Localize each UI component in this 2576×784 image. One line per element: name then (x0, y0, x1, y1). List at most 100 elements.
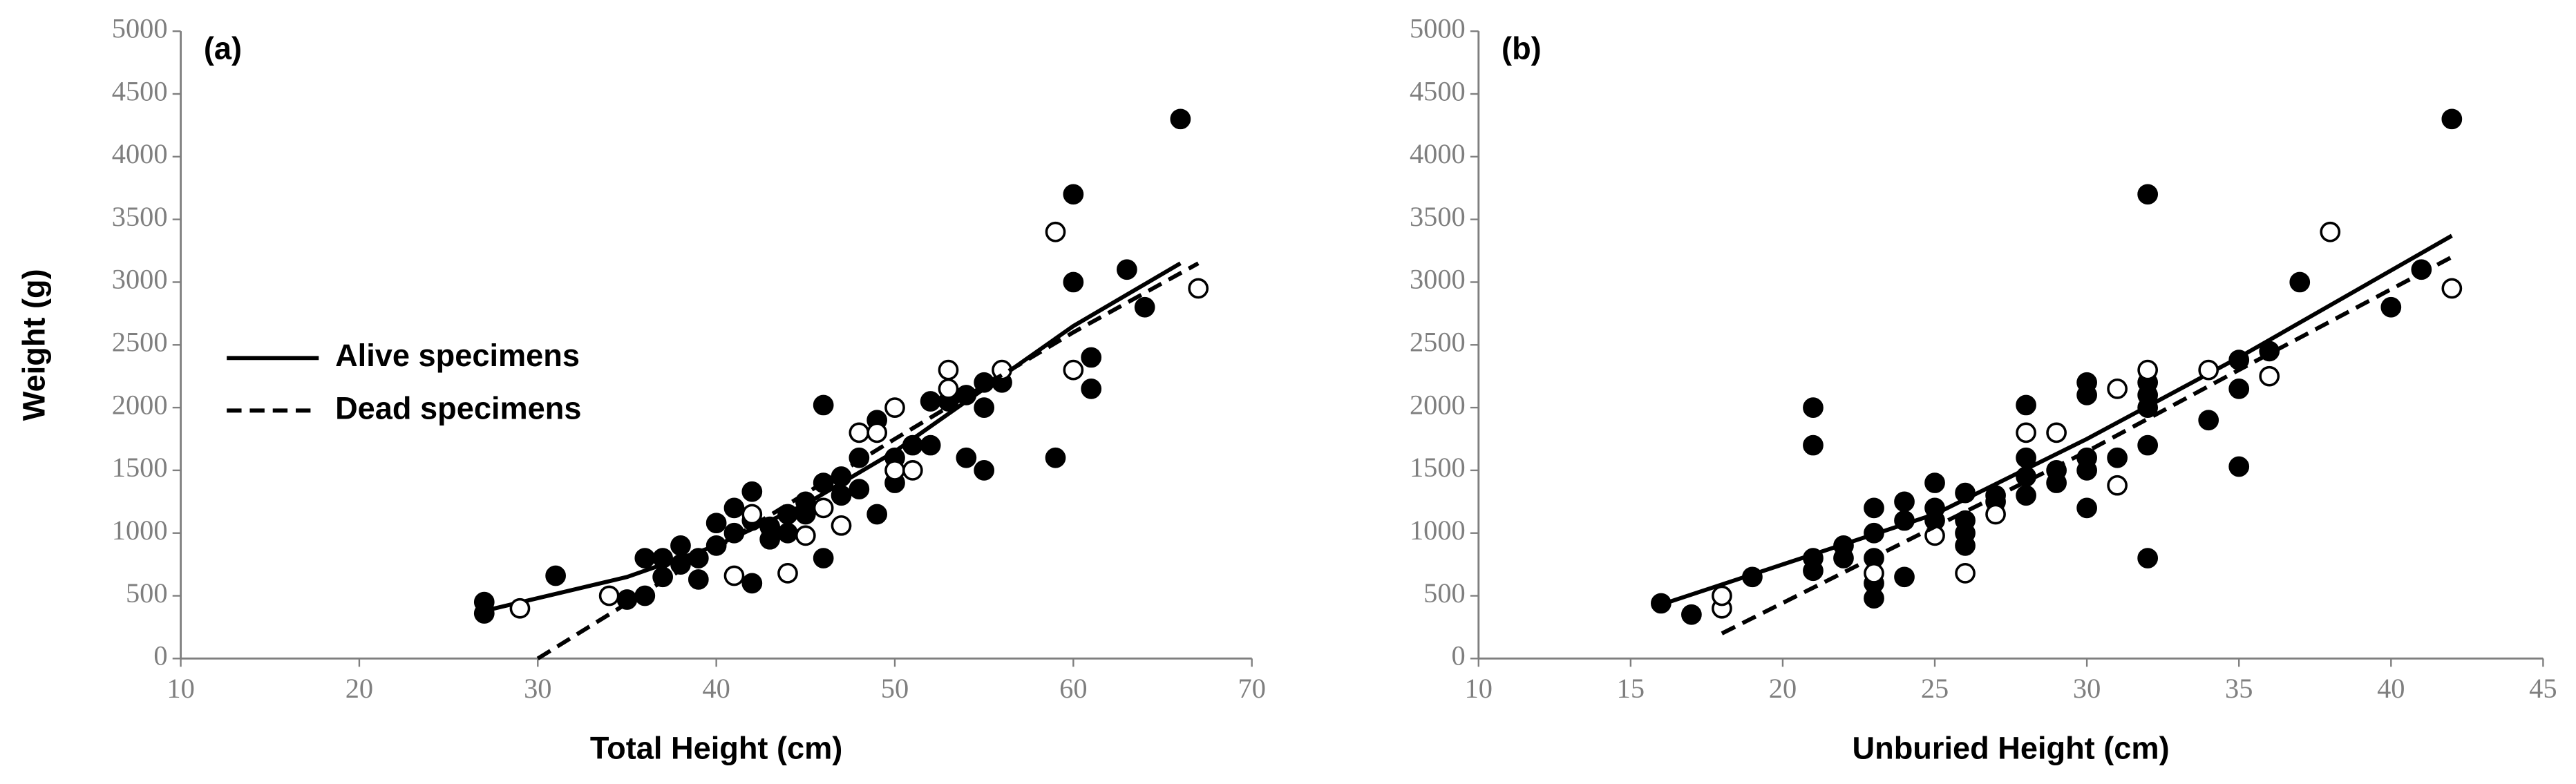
point (813, 548, 834, 568)
x-tick-label: 15 (1617, 673, 1645, 704)
y-tick-label: 0 (1452, 640, 1466, 671)
point (866, 504, 888, 525)
y-tick-label: 1500 (112, 452, 168, 483)
point (1924, 472, 1945, 493)
legend-label: Dead specimens (335, 390, 581, 426)
x-tick-label: 60 (1059, 673, 1087, 704)
point (2198, 410, 2219, 431)
point (1063, 271, 1084, 293)
point (2016, 394, 2036, 416)
point (2380, 296, 2402, 318)
panel-label: (a) (204, 31, 242, 66)
trend-line (484, 261, 1182, 613)
point (849, 479, 870, 500)
point (1985, 504, 2006, 525)
point (938, 378, 959, 399)
point (2076, 497, 2097, 519)
point (741, 573, 763, 594)
point (1894, 491, 1915, 513)
point (813, 497, 834, 519)
point (920, 391, 941, 412)
point (1045, 447, 1066, 468)
x-tick-label: 10 (167, 673, 194, 704)
y-tick-label: 3500 (1410, 201, 1466, 232)
point (1081, 378, 1102, 399)
y-tick-label: 3000 (112, 264, 168, 295)
y-tick-label: 3000 (1410, 264, 1466, 295)
point (670, 535, 691, 556)
point (2107, 378, 2128, 399)
y-tick-label: 2000 (112, 389, 168, 420)
point (2016, 422, 2036, 443)
point (1170, 108, 1191, 130)
point (777, 562, 798, 584)
x-tick-label: 50 (881, 673, 909, 704)
x-tick-label: 30 (524, 673, 551, 704)
y-tick-label: 500 (1423, 577, 1466, 609)
point (1681, 604, 1702, 625)
point (688, 569, 709, 590)
point (1134, 296, 1155, 318)
point (705, 513, 727, 534)
point (545, 565, 566, 586)
point (741, 481, 763, 502)
point (1894, 566, 1915, 588)
y-tick-label: 4500 (1410, 75, 1466, 106)
y-tick-label: 4000 (112, 138, 168, 169)
point (1955, 562, 1976, 584)
point (1803, 397, 1824, 418)
point (1063, 359, 1084, 381)
point (723, 497, 745, 519)
point (777, 522, 798, 544)
point (2320, 221, 2341, 242)
point (849, 422, 870, 443)
point (2107, 447, 2128, 468)
point (2228, 378, 2250, 399)
point (902, 460, 923, 481)
y-axis-label: Weight (g) (16, 269, 51, 421)
point (2441, 278, 2463, 299)
point (2137, 184, 2159, 205)
point (866, 422, 888, 443)
point (831, 515, 852, 536)
point (884, 460, 905, 481)
point (1188, 278, 1209, 299)
point (2137, 548, 2159, 568)
point (1864, 562, 1884, 584)
x-tick-label: 40 (702, 673, 730, 704)
x-tick-label: 70 (1238, 673, 1265, 704)
trend-line (1721, 255, 2453, 635)
panel-label: (b) (1502, 31, 1542, 66)
y-tick-label: 1500 (1410, 452, 1466, 483)
y-tick-label: 500 (126, 577, 168, 609)
x-tick-label: 40 (2377, 673, 2405, 704)
y-tick-label: 1000 (1410, 515, 1466, 546)
point (723, 565, 745, 586)
y-tick-label: 1000 (112, 515, 168, 546)
point (473, 603, 495, 624)
trend-line (536, 261, 1200, 660)
x-tick-label: 20 (345, 673, 373, 704)
y-tick-label: 4500 (112, 75, 168, 106)
point (1803, 560, 1824, 582)
x-axis-label: Total Height (cm) (590, 730, 842, 765)
point (634, 548, 656, 568)
point (1803, 434, 1824, 456)
point (1712, 585, 1732, 606)
point (509, 597, 531, 619)
point (2259, 365, 2280, 387)
point (956, 447, 977, 468)
point (1116, 259, 1137, 280)
point (795, 525, 816, 546)
point (2016, 485, 2036, 506)
point (2289, 271, 2311, 293)
point (884, 397, 905, 418)
point (974, 460, 995, 481)
trend-line (1660, 233, 2453, 607)
point (2228, 456, 2250, 477)
x-tick-label: 20 (1769, 673, 1797, 704)
x-tick-label: 10 (1465, 673, 1493, 704)
point (2198, 359, 2219, 381)
y-tick-label: 0 (153, 640, 167, 671)
